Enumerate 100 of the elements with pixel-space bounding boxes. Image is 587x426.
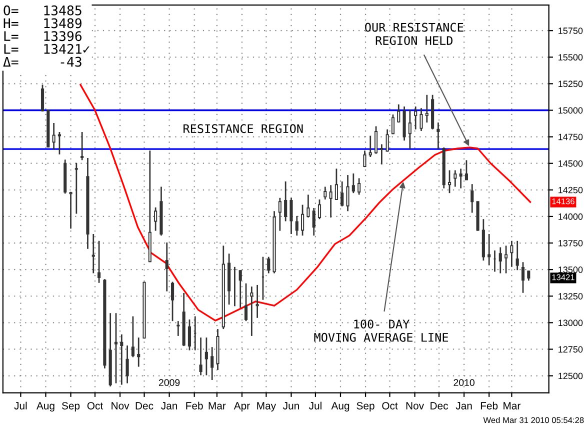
candlestick (464, 159, 468, 181)
candlestick (470, 183, 474, 214)
candlestick (318, 198, 322, 220)
candlestick (510, 240, 514, 268)
y-tick-label: 15500 (558, 54, 583, 61)
candlestick (380, 144, 384, 166)
candlestick (425, 94, 428, 124)
candlestick (391, 114, 395, 135)
y-tick-label: 13250 (558, 293, 583, 300)
y-tick-label: 13000 (558, 320, 583, 326)
line-series (80, 84, 532, 322)
x-tick-label: Mar (208, 402, 226, 410)
candlestick (295, 215, 298, 236)
x-tick-label: Jul (308, 402, 322, 410)
x-tick-label: Jul (14, 402, 27, 410)
x-tick-label: Aug (331, 402, 350, 412)
candlestick (98, 240, 101, 284)
x-tick-label: Feb (186, 402, 203, 410)
candlestick (521, 261, 525, 294)
candlestick (40, 84, 44, 112)
candlestick (516, 240, 519, 271)
candlestick (278, 197, 282, 232)
x-tick-label: Aug (36, 402, 54, 412)
x-tick-label: May (257, 402, 276, 412)
y-tick-label: 15250 (558, 80, 583, 88)
candlestick (256, 284, 259, 319)
candlestick (459, 168, 462, 190)
candlestick (374, 125, 378, 154)
candlestick (74, 162, 78, 215)
annotation: O= 13485 H= 13489 L= 13396 L= 13421✓ Δ= -43 (3, 5, 90, 67)
x-tick-label: Jan (161, 402, 178, 410)
candlestick (397, 104, 400, 124)
y-tick-label: 12500 (558, 372, 583, 380)
candlestick (527, 270, 530, 282)
candlestick (368, 135, 372, 158)
y-tick-label: 14500 (558, 160, 583, 167)
candlestick (408, 109, 412, 150)
candlestick (488, 233, 491, 266)
candlestick (52, 122, 56, 150)
y-tick-label: 12750 (558, 346, 583, 353)
candlestick (92, 233, 95, 274)
candlestick (238, 269, 242, 308)
candlestick (329, 184, 332, 218)
candlestick (420, 107, 423, 132)
candlestick (176, 320, 180, 337)
y-tick-label: 13500 (558, 266, 583, 273)
candlestick (210, 346, 214, 381)
x-tick-label: Oct (87, 402, 104, 410)
candlestick (346, 174, 350, 212)
x-tick-label: Oct (382, 402, 398, 410)
x-tick-label: Jan (456, 402, 472, 410)
x-tick-label: Dec (430, 402, 448, 410)
candlestick (137, 336, 140, 368)
candlestick (290, 197, 293, 235)
candlestick (114, 312, 118, 384)
x-tick-label: Apr (234, 402, 250, 412)
y-tick-label: 14750 (558, 134, 583, 140)
candlestick (69, 191, 72, 230)
candlestick (154, 206, 158, 232)
y-tick-label: 14000 (558, 213, 583, 220)
candlestick (504, 244, 508, 274)
candlestick (188, 318, 192, 351)
candlestick (312, 207, 316, 236)
annotation: 13421 (552, 274, 574, 280)
y-tick-label: 15000 (558, 107, 583, 114)
candlestick (306, 194, 310, 218)
x-tick-label: Sep (62, 402, 80, 412)
text: Wed Mar 31 2010 05:54:28 (483, 416, 584, 424)
candlestick (454, 170, 457, 188)
candlestick (250, 286, 254, 337)
annotation: RESISTANCE REGION (184, 124, 303, 134)
x-tick-label: Feb (480, 402, 498, 410)
candlestick (165, 242, 168, 292)
candlestick (498, 246, 502, 274)
candlestick (204, 336, 208, 376)
x-tick-label: Nov (406, 402, 424, 410)
candlestick (244, 282, 248, 322)
y-tick-label: 13750 (558, 240, 583, 246)
annotation: 14136 (552, 198, 574, 204)
candlestick (301, 204, 304, 236)
candlestick (334, 168, 338, 200)
candlestick (58, 131, 61, 156)
candlestick (448, 170, 452, 194)
candlestick (120, 334, 124, 386)
candlestick (414, 106, 418, 130)
annotation: 100- DAY MOVING AVERAGE LINE (314, 320, 448, 342)
y-tick-label: 15750 (558, 28, 583, 34)
candlestick (340, 180, 344, 208)
candlestick (126, 344, 129, 384)
candlestick (358, 178, 361, 196)
candlestick (324, 186, 327, 200)
candlestick (352, 172, 355, 194)
x-tick-label: Dec (136, 402, 154, 410)
candlestick (170, 281, 174, 322)
x-tick-label: Sep (356, 402, 374, 412)
y-tick-label: 14250 (558, 186, 583, 194)
x-tick-label: Mar (504, 402, 520, 410)
annotation: OUR RESISTANCE REGION HELD (365, 22, 464, 46)
candlestick (284, 180, 288, 222)
candlestick (386, 128, 389, 152)
